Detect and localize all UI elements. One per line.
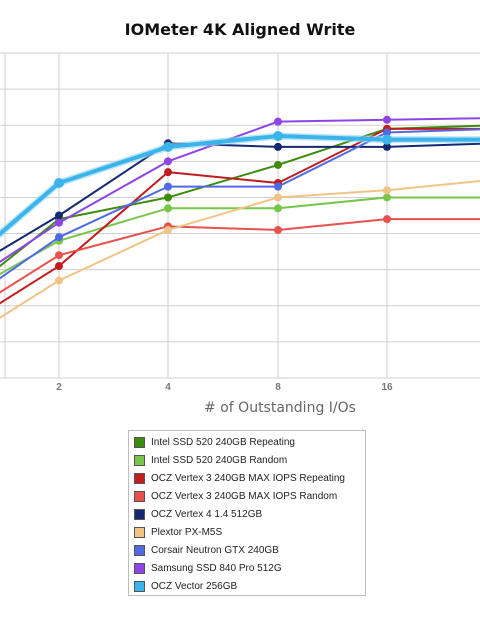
- series-line: [0, 128, 480, 280]
- series-line: [0, 196, 480, 276]
- x-tick-label: 2: [56, 382, 62, 393]
- series-line: [0, 218, 480, 294]
- data-point: [164, 204, 172, 213]
- legend-item: Samsung SSD 840 Pro 512G: [134, 560, 365, 578]
- legend-label: Plextor PX-M5S: [151, 527, 223, 539]
- series-line: [0, 134, 480, 237]
- line-chart: 2 4 8 16: [0, 52, 480, 393]
- data-point: [55, 262, 63, 271]
- series-line: [0, 127, 480, 305]
- legend-swatch: [134, 472, 145, 484]
- legend-label: Corsair Neutron GTX 240GB: [151, 545, 279, 557]
- legend-item: Intel SSD 520 240GB Random: [134, 451, 365, 469]
- data-point: [55, 276, 63, 285]
- legend-label: Intel SSD 520 240GB Random: [151, 454, 288, 466]
- legend-swatch: [134, 436, 145, 448]
- data-point: [273, 131, 283, 142]
- data-point: [55, 218, 63, 227]
- x-tick-label: 16: [381, 382, 393, 393]
- data-point: [164, 168, 172, 177]
- legend-item: OCZ Vector 256GB: [134, 578, 365, 596]
- legend-item: Plextor PX-M5S: [134, 523, 365, 541]
- series-layer: [0, 115, 480, 319]
- data-point: [383, 186, 391, 195]
- data-point: [274, 160, 282, 169]
- data-point: [274, 204, 282, 213]
- legend: Intel SSD 520 240GB Repeating Intel SSD 5…: [128, 430, 366, 596]
- legend-item: OCZ Vertex 3 240GB MAX IOPS Random: [134, 487, 365, 505]
- data-point: [274, 117, 282, 126]
- data-point: [164, 182, 172, 191]
- data-point: [274, 182, 282, 191]
- data-point: [274, 142, 282, 151]
- legend-swatch: [134, 545, 145, 557]
- legend-item: Intel SSD 520 240GB Repeating: [134, 433, 365, 451]
- data-point: [54, 178, 64, 188]
- x-tick-label: 4: [165, 382, 171, 393]
- series-ocz-vector-256gb: [0, 131, 480, 239]
- legend-item: Corsair Neutron GTX 240GB: [134, 542, 365, 560]
- data-point: [382, 134, 392, 145]
- chart-title: IOMeter 4K Aligned Write: [124, 20, 356, 39]
- legend-swatch: [134, 581, 145, 593]
- legend-swatch: [134, 508, 145, 520]
- series-line: [0, 142, 480, 252]
- x-axis-label: # of Outstanding I/Os: [204, 400, 356, 416]
- legend-label: Intel SSD 520 240GB Repeating: [151, 436, 295, 448]
- series-ocz-vertex-4-1-4-512gb: [0, 139, 480, 252]
- legend-swatch: [134, 454, 145, 466]
- data-point: [163, 141, 173, 152]
- data-point: [55, 211, 63, 220]
- legend-swatch: [134, 490, 145, 502]
- series-plextor-px-m5s: [0, 179, 480, 319]
- x-tick-labels: 2 4 8 16: [56, 382, 393, 393]
- legend-label: OCZ Vertex 3 240GB MAX IOPS Random: [151, 490, 338, 502]
- data-point: [383, 128, 391, 137]
- data-point: [383, 193, 391, 202]
- series-intel-ssd-520-240gb-random: [0, 193, 480, 276]
- legend-label: Samsung SSD 840 Pro 512G: [151, 563, 282, 575]
- x-tick-label: 8: [275, 382, 281, 393]
- data-point: [383, 115, 391, 124]
- legend-item: OCZ Vertex 4 1.4 512GB: [134, 505, 365, 523]
- legend-label: OCZ Vertex 4 1.4 512GB: [151, 508, 263, 520]
- legend-label: OCZ Vector 256GB: [151, 581, 238, 593]
- data-point: [164, 193, 172, 202]
- data-point: [164, 225, 172, 234]
- legend-label: OCZ Vertex 3 240GB MAX IOPS Repeating: [151, 472, 345, 484]
- series-line: [0, 179, 480, 319]
- data-point: [55, 233, 63, 242]
- series-ocz-vertex-3-240gb-max-iops-repeating: [0, 124, 480, 305]
- series-corsair-neutron-gtx-240gb: [0, 128, 480, 280]
- data-point: [274, 193, 282, 202]
- series-ocz-vertex-3-240gb-max-iops-random: [0, 215, 480, 294]
- data-point: [55, 251, 63, 260]
- legend-swatch: [134, 527, 145, 539]
- data-point: [383, 215, 391, 224]
- legend-item: OCZ Vertex 3 240GB MAX IOPS Repeating: [134, 469, 365, 487]
- grid-lines: [0, 52, 480, 379]
- data-point: [164, 157, 172, 166]
- data-point: [274, 225, 282, 234]
- legend-swatch: [134, 563, 145, 575]
- data-point: [383, 142, 391, 151]
